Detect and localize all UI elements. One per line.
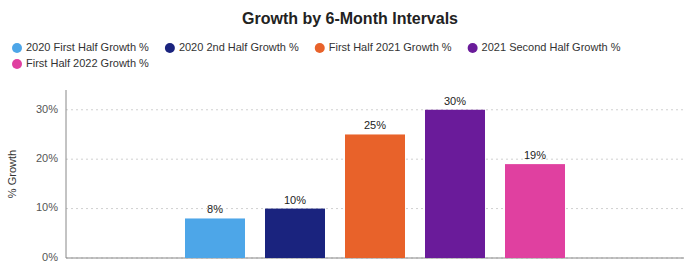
bar	[425, 110, 485, 258]
y-axis-line	[66, 90, 67, 258]
legend-label: First Half 2021 Growth %	[329, 41, 452, 53]
legend-item: 2021 Second Half Growth %	[468, 41, 621, 53]
tick-label: 20%	[36, 152, 58, 164]
legend-label: First Half 2022 Growth %	[26, 57, 149, 69]
legend-swatch	[12, 59, 22, 69]
data-label: 30%	[444, 95, 466, 107]
data-label: 8%	[207, 203, 223, 215]
legend-item: First Half 2021 Growth %	[315, 41, 452, 53]
tick-label: 0%	[42, 251, 58, 263]
tick-label: 30%	[36, 103, 58, 115]
legend-swatch	[165, 43, 175, 53]
y-axis-label: % Growth	[6, 150, 18, 198]
title: Growth by 6-Month Intervals	[242, 10, 458, 27]
legend-item: 2020 2nd Half Growth %	[165, 41, 299, 53]
legend-swatch	[468, 43, 478, 53]
data-label: 10%	[284, 194, 306, 206]
data-labels: 8% 10% 25% 30% 19%	[207, 95, 546, 216]
legend: 2020 First Half Growth % 2020 2nd Half Gr…	[12, 41, 621, 69]
bars	[185, 110, 565, 258]
legend-label: 2020 First Half Growth %	[26, 41, 149, 53]
data-label: 19%	[524, 149, 546, 161]
tick-label: 10%	[36, 201, 58, 213]
legend-item: 2020 First Half Growth %	[12, 41, 149, 53]
legend-swatch	[12, 43, 22, 53]
chart: Growth by 6-Month Intervals 2020 First Ha…	[0, 0, 700, 272]
grid-line	[66, 109, 684, 110]
y-axis: 0% 10% 20% 30%	[36, 103, 684, 263]
data-label: 25%	[364, 119, 386, 131]
bar	[185, 218, 245, 258]
bar	[505, 164, 565, 258]
bar	[345, 134, 405, 258]
legend-label: 2021 Second Half Growth %	[482, 41, 621, 53]
legend-swatch	[315, 43, 325, 53]
legend-label: 2020 2nd Half Growth %	[179, 41, 299, 53]
legend-item: First Half 2022 Growth %	[12, 57, 149, 69]
bar	[265, 209, 325, 258]
